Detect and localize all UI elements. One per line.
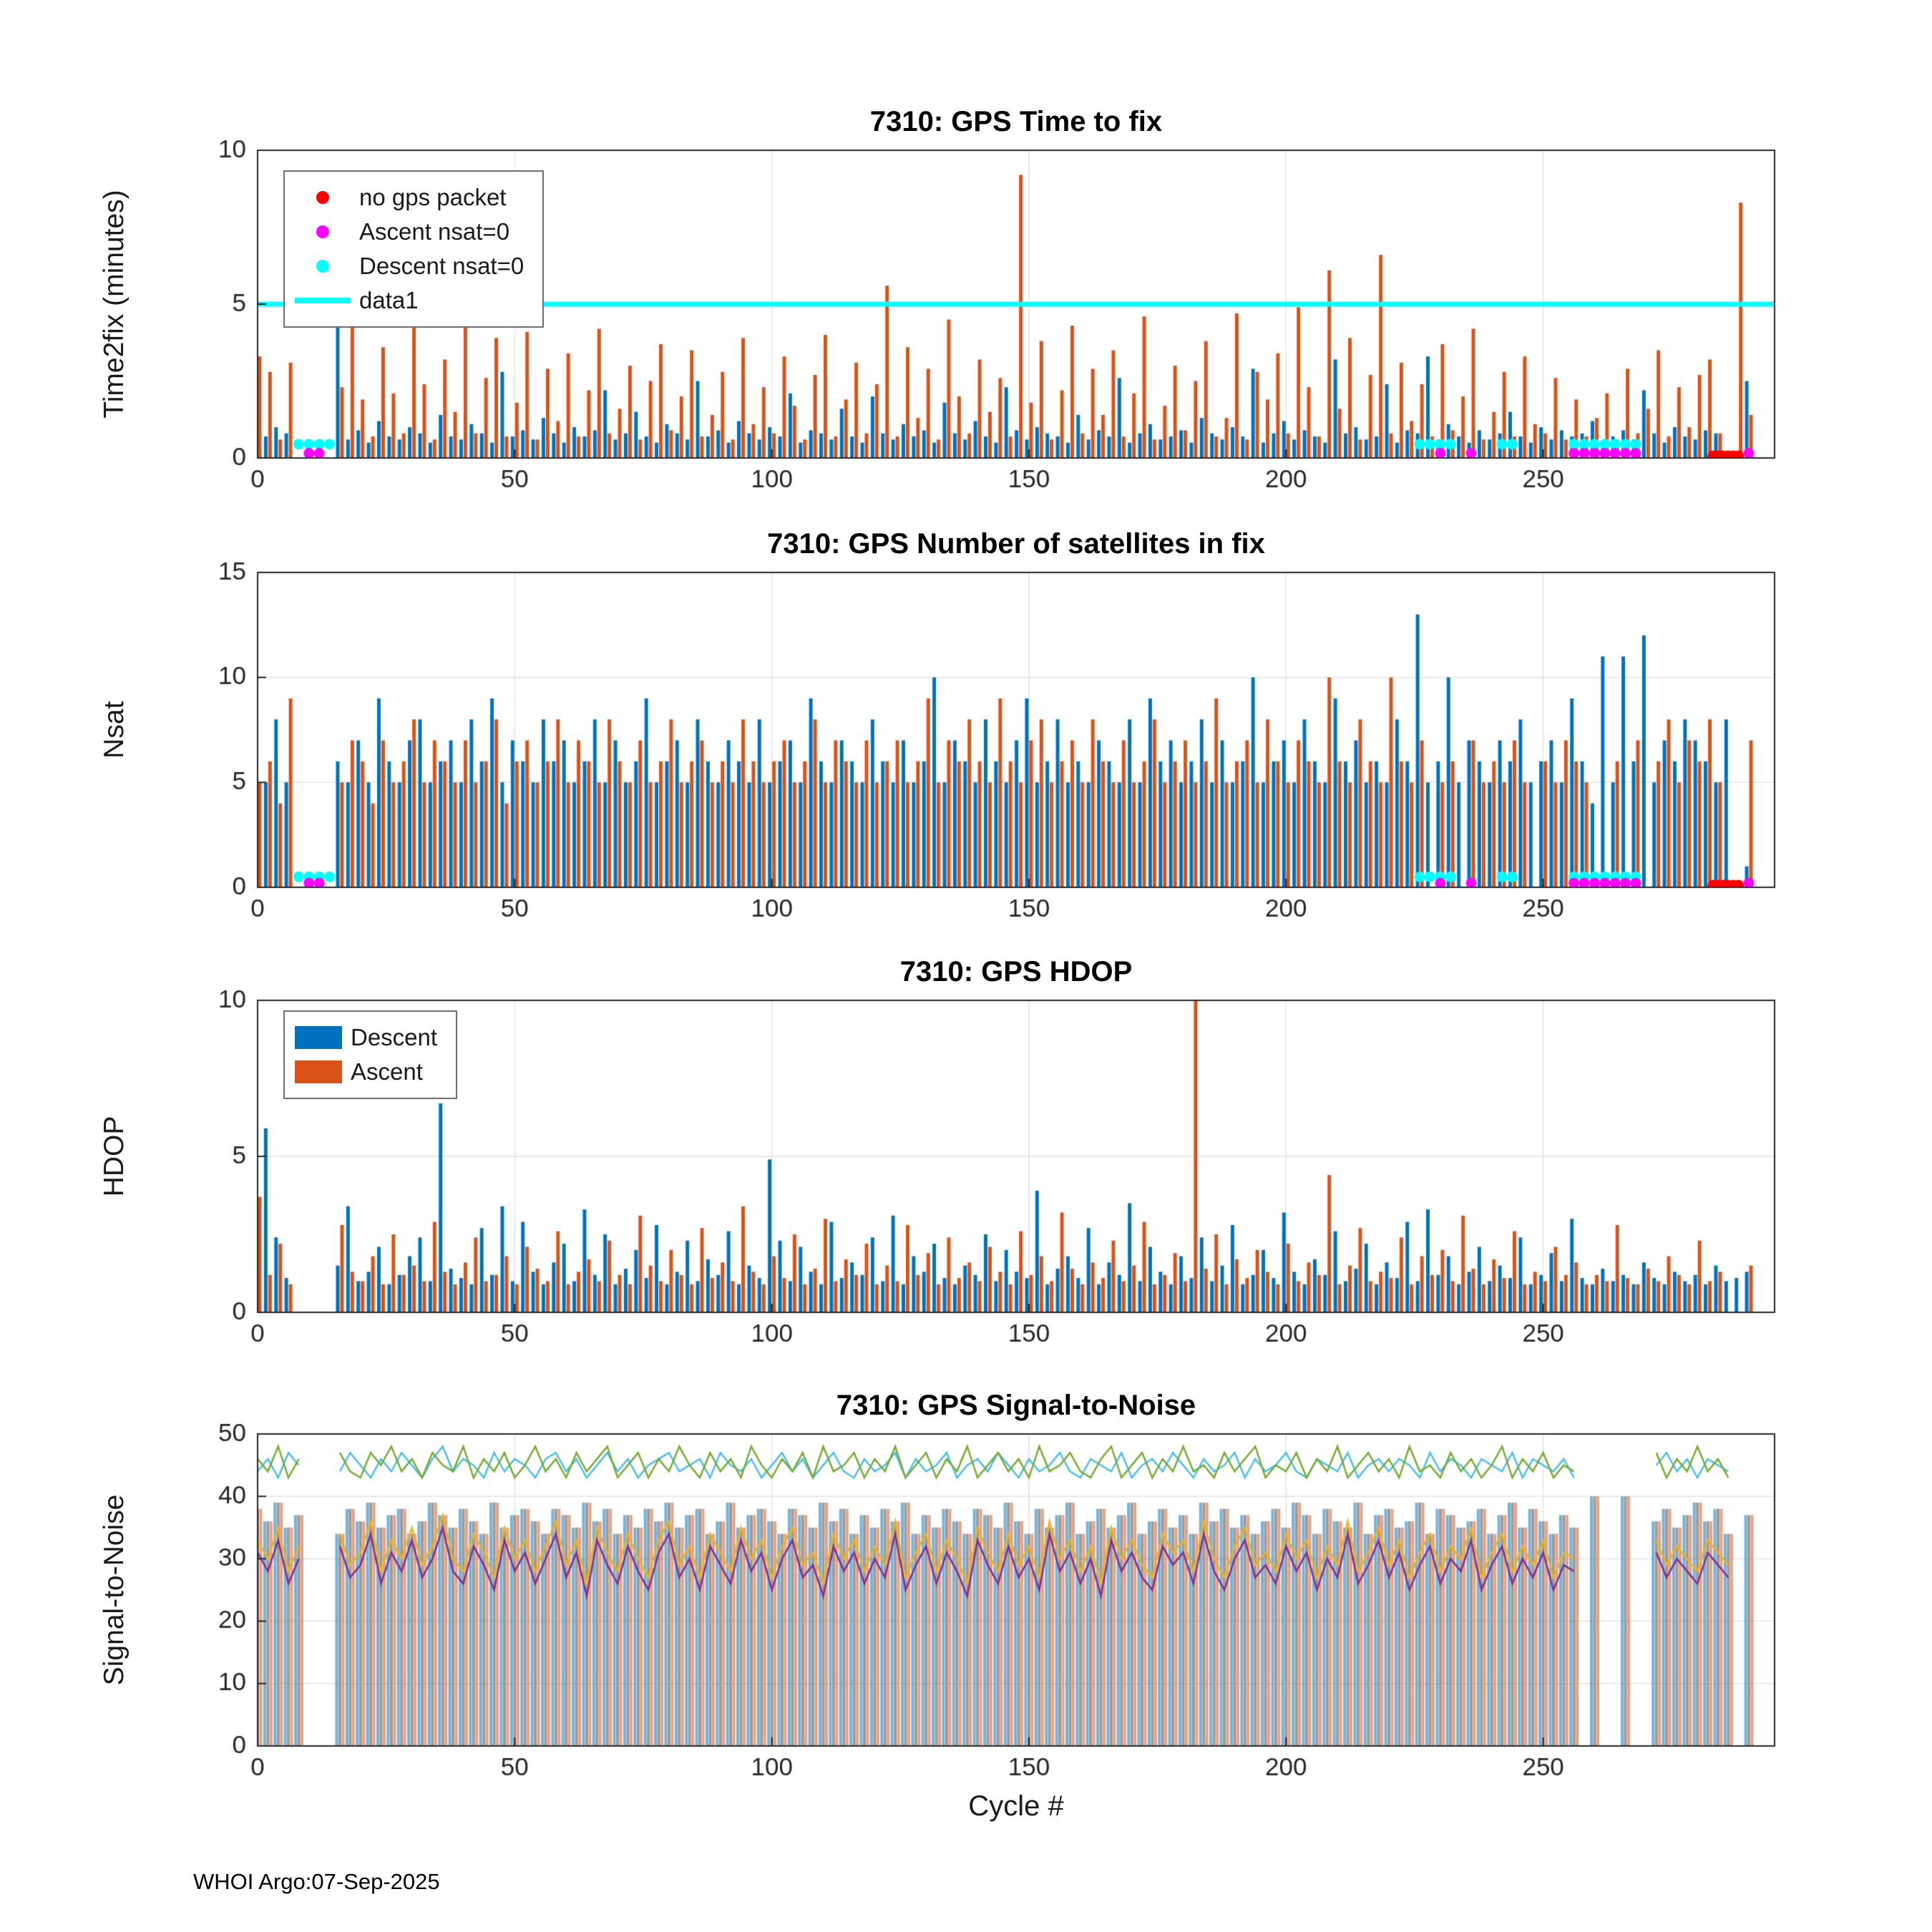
legend-item-ascent-nsat0: Ascent nsat=0 — [295, 215, 524, 249]
ascent-swatch-icon — [295, 1060, 342, 1083]
descent-swatch-icon — [295, 1026, 342, 1049]
ylabel-snr: Signal-to-Noise — [99, 1494, 130, 1686]
legend-hdop: Descent Ascent — [283, 1010, 458, 1099]
legend-glyph — [295, 260, 351, 273]
ylabel-hdop: HDOP — [99, 1116, 130, 1197]
data1-line-icon — [295, 298, 351, 303]
ylabel-time2fix: Time2fix (minutes) — [99, 190, 130, 419]
watermark-text: WHOI Argo:07-Sep-2025 — [193, 1869, 440, 1894]
legend-label: Ascent nsat=0 — [359, 218, 510, 245]
legend-item-descent: Descent — [295, 1020, 437, 1055]
legend-item-ascent: Ascent — [295, 1055, 437, 1089]
legend-label: Descent — [351, 1024, 438, 1050]
legend-label: no gps packet — [359, 184, 507, 210]
legend-item-no-gps: no gps packet — [295, 180, 524, 215]
legend-glyph — [295, 225, 351, 238]
title-snr: 7310: GPS Signal-to-Noise — [836, 1390, 1196, 1421]
legend-label: Ascent — [351, 1058, 423, 1085]
title-time2fix: 7310: GPS Time to fix — [869, 106, 1163, 137]
legend-item-data1: data1 — [295, 283, 524, 318]
descent-nsat0-dot-icon — [316, 260, 329, 273]
ylabel-nsat: Nsat — [99, 701, 130, 759]
legend-label: Descent nsat=0 — [359, 253, 525, 279]
legend-item-descent-nsat0: Descent nsat=0 — [295, 249, 524, 283]
title-hdop: 7310: GPS HDOP — [899, 956, 1133, 987]
legend-time2fix: no gps packet Ascent nsat=0 Descent nsat… — [283, 170, 545, 328]
legend-glyph — [295, 191, 351, 204]
xlabel-cycle: Cycle # — [968, 1790, 1064, 1822]
ascent-nsat0-dot-icon — [316, 225, 329, 238]
legend-label: data1 — [359, 287, 419, 313]
title-nsat: 7310: GPS Number of satellites in fix — [767, 528, 1265, 560]
no-gps-dot-icon — [316, 191, 329, 204]
